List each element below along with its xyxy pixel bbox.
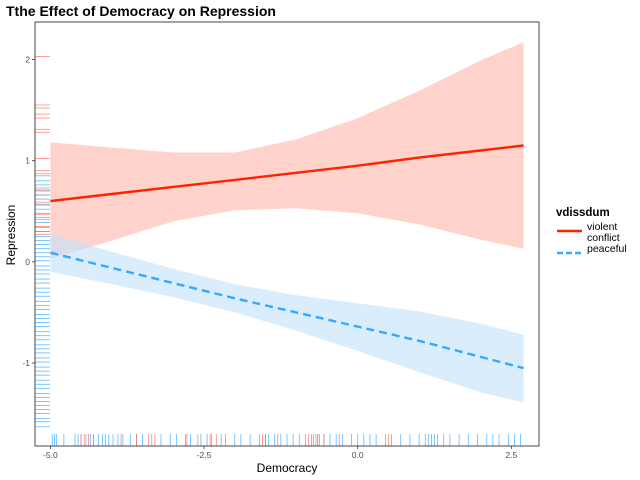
- chart-title: Tthe Effect of Democracy on Repression: [6, 3, 276, 19]
- x-tick-label: -2.5: [197, 450, 212, 460]
- confidence-ribbon-violent: [50, 42, 524, 259]
- confidence-ribbon-peaceful: [50, 233, 524, 403]
- panel-border: [34, 21, 540, 447]
- y-tick-label: -1: [22, 358, 30, 368]
- y-tick-label: 2: [25, 54, 30, 64]
- fit-line-peaceful: [50, 251, 524, 370]
- legend-title: vdissdum: [556, 207, 610, 219]
- x-axis-title: Democracy: [257, 461, 318, 475]
- plot-panel: [35, 42, 524, 446]
- x-tick-label: 0.0: [352, 450, 364, 460]
- y-tick-label: 1: [25, 156, 30, 166]
- y-tick-label: 0: [25, 257, 30, 267]
- y-axis-title: Repression: [4, 205, 18, 266]
- fit-line-violent: [50, 144, 524, 203]
- x-tick-label: -5.0: [43, 450, 58, 460]
- legend-label: conflict: [587, 232, 620, 244]
- legend-label: violent: [587, 221, 617, 233]
- axes: -5.0 -2.5 0.0 2.5 -1 0 1 2: [22, 21, 540, 460]
- x-tick-label: 2.5: [505, 450, 517, 460]
- legend-label: peaceful: [587, 243, 627, 255]
